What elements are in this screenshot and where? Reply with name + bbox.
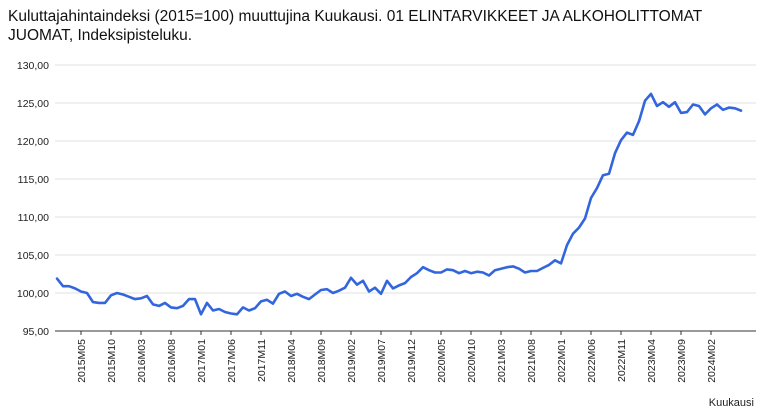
x-tick-label: 2022M06 [586, 339, 598, 383]
x-tick-label: 2020M05 [436, 339, 448, 383]
x-tick-label: 2016M08 [166, 339, 178, 383]
x-tick-label: 2023M09 [676, 339, 688, 383]
x-tick-label: 2019M02 [346, 339, 358, 383]
grid-lines [55, 64, 756, 294]
x-tick-label: 2018M09 [316, 339, 328, 383]
y-tick-label: 110,00 [18, 212, 49, 224]
x-tick-label: 2016M03 [136, 339, 148, 383]
series-line [55, 92, 743, 316]
chart-title: Kuluttajahintaindeksi (2015=100) muuttuj… [8, 8, 702, 44]
y-axis-ticks: 95,00 100,00 105,00 110,00 115,00 120,00 125,0… [17, 60, 49, 338]
x-tick-label: 2019M07 [376, 339, 388, 383]
x-tick-label: 2017M06 [226, 339, 238, 383]
y-tick-label: 130,00 [17, 60, 49, 72]
y-tick-label: 120,00 [17, 136, 49, 148]
y-tick-label: 115,00 [18, 174, 49, 186]
x-tick-label: 2019M12 [406, 339, 418, 383]
x-tick-label: 2021M08 [526, 339, 538, 383]
x-tick-label: 2021M03 [496, 339, 508, 383]
x-tick-label: 2018M04 [286, 339, 298, 383]
x-tick-label: 2023M04 [646, 339, 658, 383]
x-tick-label: 2015M10 [106, 339, 118, 383]
x-axis-label: Kuukausi [708, 397, 754, 409]
x-tick-label: 2015M05 [76, 339, 88, 383]
y-tick-label: 105,00 [17, 250, 49, 262]
x-tick-label: 2020M10 [466, 339, 478, 383]
x-tick-label: 2022M01 [556, 339, 568, 383]
x-tick-label: 2017M11 [256, 339, 268, 382]
y-tick-label: 95,00 [23, 326, 49, 338]
x-tick-label: 2022M11 [616, 339, 628, 382]
y-tick-label: 100,00 [17, 288, 49, 300]
x-axis-ticks: 2015M05 2015M10 2016M03 2016M08 2017M01 2017M… [76, 331, 718, 383]
x-tick-label: 2017M01 [196, 339, 208, 383]
y-tick-label: 125,00 [17, 98, 49, 110]
x-tick-label: 2024M02 [706, 339, 718, 383]
